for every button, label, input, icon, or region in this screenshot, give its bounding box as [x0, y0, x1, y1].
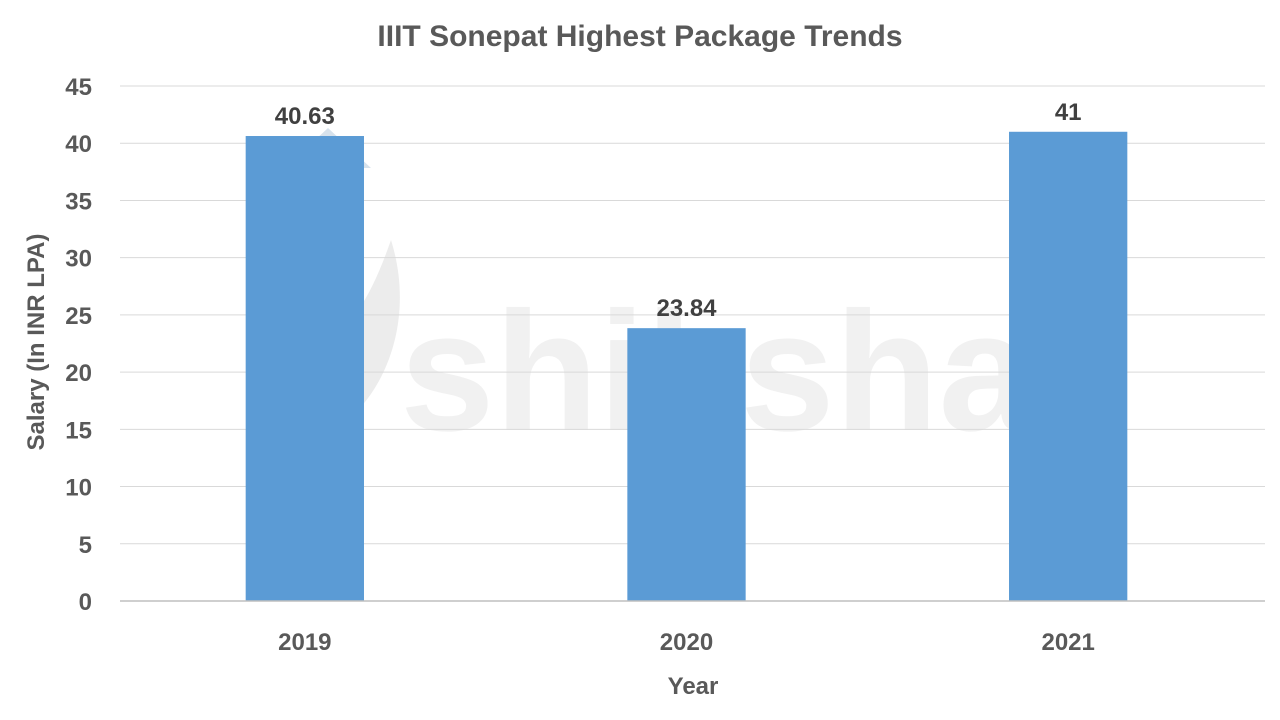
y-tick-label: 25 — [65, 303, 92, 330]
y-tick-label: 15 — [65, 417, 92, 444]
data-label-2019: 40.63 — [275, 103, 335, 130]
y-tick-label: 5 — [79, 532, 92, 559]
y-tick-label: 35 — [65, 188, 92, 215]
y-tick-label: 40 — [65, 131, 92, 158]
bar-2020 — [627, 328, 746, 601]
y-tick-label: 0 — [79, 589, 92, 616]
x-axis-label: Year — [668, 673, 719, 700]
bars — [245, 131, 1128, 602]
y-tick-label: 20 — [65, 360, 92, 387]
y-axis-label: Salary (In INR LPA) — [23, 234, 50, 451]
data-labels: 40.63 23.84 41 — [275, 99, 1082, 322]
data-label-2021: 41 — [1055, 99, 1082, 126]
chart-title: IIIT Sonepat Highest Package Trends — [377, 20, 902, 53]
x-axis-ticks: 2019 2020 2021 — [278, 629, 1095, 656]
y-tick-label: 45 — [65, 74, 92, 101]
y-axis-ticks: 0 5 10 15 20 25 30 35 40 45 — [65, 74, 92, 616]
x-tick-label-2021: 2021 — [1041, 629, 1094, 656]
y-tick-label: 10 — [65, 475, 92, 502]
y-tick-label: 30 — [65, 246, 92, 273]
x-tick-label-2020: 2020 — [660, 629, 713, 656]
bar-2019 — [245, 136, 364, 602]
x-tick-label-2019: 2019 — [278, 629, 331, 656]
data-label-2020: 23.84 — [656, 295, 717, 322]
bar-2021 — [1009, 131, 1128, 601]
